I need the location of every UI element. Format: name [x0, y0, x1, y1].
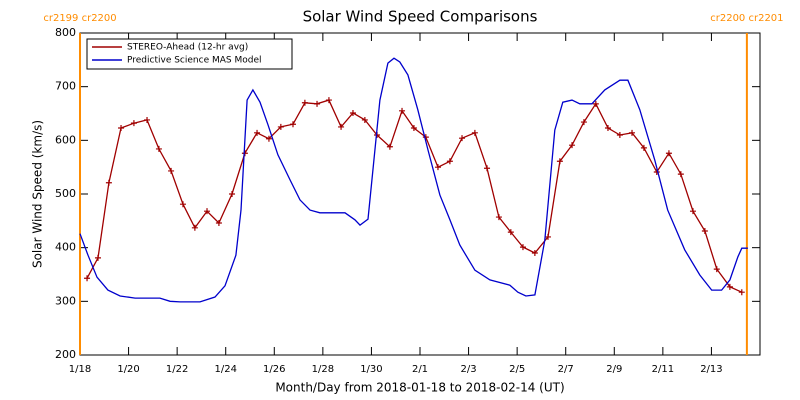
data-point [301, 99, 308, 106]
x-tick-label: 1/26 [263, 364, 285, 375]
x-tick-label: 1/18 [69, 364, 91, 375]
x-tick-label: 1/22 [166, 364, 188, 375]
data-point [701, 228, 708, 235]
chart-title: Solar Wind Speed Comparisons [303, 8, 538, 26]
data-point [314, 100, 321, 107]
x-tick-label: 2/11 [652, 364, 674, 375]
data-point [665, 150, 672, 157]
data-point [726, 283, 733, 290]
data-point [689, 208, 696, 215]
data-point [580, 119, 587, 126]
data-point [616, 131, 623, 138]
data-point [118, 124, 125, 131]
legend-box [86, 38, 293, 70]
data-point [130, 120, 137, 127]
x-tick-label: 2/5 [509, 364, 525, 375]
data-point [677, 171, 684, 178]
x-tick-label: 2/3 [461, 364, 477, 375]
data-point [277, 123, 284, 130]
data-point [640, 144, 647, 151]
x-tick-label: 1/30 [360, 364, 382, 375]
y-tick-label: 200 [55, 348, 76, 361]
x-tick-label: 1/24 [214, 364, 236, 375]
series-line [79, 57, 748, 303]
data-point [410, 124, 417, 131]
x-tick-label: 2/7 [558, 364, 574, 375]
data-point [484, 165, 491, 172]
data-point [254, 129, 261, 136]
y-tick-label: 600 [55, 133, 76, 146]
y-tick-label: 400 [55, 241, 76, 254]
data-point [229, 191, 236, 197]
y-tick-label: 300 [55, 294, 76, 307]
y-axis-label: Solar Wind Speed (km/s) [31, 120, 45, 268]
data-point [531, 250, 538, 257]
data-point [495, 214, 502, 221]
data-point [629, 129, 636, 136]
x-tick-label: 2/13 [700, 364, 722, 375]
data-point [144, 116, 151, 123]
data-point [289, 121, 296, 128]
y-tick-label: 500 [55, 187, 76, 200]
data-point [204, 208, 211, 215]
y-tick-label: 700 [55, 80, 76, 93]
data-point [556, 158, 563, 165]
data-point [604, 124, 611, 131]
data-point [507, 229, 514, 236]
data-point [738, 289, 745, 296]
data-point [84, 275, 91, 282]
x-axis-label: Month/Day from 2018-01-18 to 2018-02-14 … [275, 381, 564, 395]
data-point [361, 116, 368, 123]
data-point [155, 145, 162, 152]
legend-label: STEREO-Ahead (12-hr avg) [127, 43, 248, 53]
y-tick-label: 800 [55, 26, 76, 39]
data-point [519, 244, 526, 251]
data-point [191, 224, 198, 231]
data-point [713, 266, 720, 273]
data-point [386, 143, 393, 150]
x-tick-label: 1/28 [312, 364, 334, 375]
data-point [592, 100, 599, 107]
data-point [265, 135, 272, 142]
data-point [179, 201, 186, 208]
x-tick-label: 2/9 [606, 364, 622, 375]
carrington-label: cr2199 cr2200 [43, 13, 116, 24]
x-tick-label: 2/1 [412, 364, 428, 375]
carrington-label: cr2200 cr2201 [710, 13, 783, 24]
data-point [544, 233, 551, 240]
data-point [105, 179, 112, 186]
data-point [215, 219, 222, 226]
legend-label: Predictive Science MAS Model [127, 56, 262, 66]
data-point [338, 123, 345, 130]
data-point [349, 109, 356, 116]
data-point [325, 97, 332, 104]
data-point [446, 158, 453, 165]
data-point [434, 164, 441, 171]
x-tick-label: 1/20 [117, 364, 139, 375]
data-point [94, 254, 101, 261]
data-point [399, 107, 406, 114]
data-point [569, 142, 576, 149]
data-point [471, 129, 478, 136]
data-point [459, 135, 466, 142]
data-point [168, 167, 175, 174]
